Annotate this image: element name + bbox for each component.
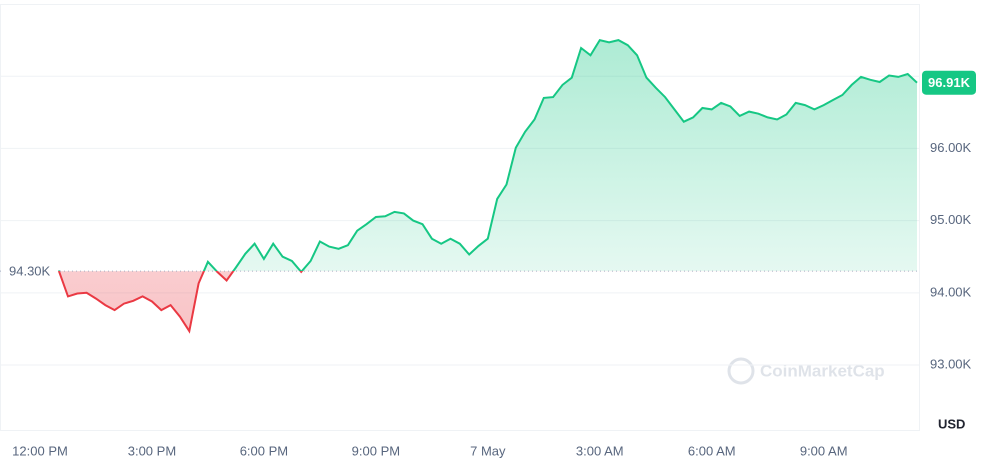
x-tick-label: 9:00 PM xyxy=(352,443,400,458)
y-tick-label: 96.00K xyxy=(930,140,972,155)
y-tick-label: 94.00K xyxy=(930,284,972,299)
x-tick-label: 9:00 AM xyxy=(800,443,848,458)
watermark: CoinMarketCap xyxy=(727,357,885,385)
y-tick-label: 95.00K xyxy=(930,212,972,227)
baseline-label: 94.30K xyxy=(9,264,51,279)
unit-label: USD xyxy=(938,416,965,431)
plot-frame xyxy=(0,4,920,431)
baseline-label-bg xyxy=(4,261,58,282)
x-tick-label: 6:00 PM xyxy=(240,443,288,458)
watermark-text: CoinMarketCap xyxy=(760,361,885,380)
last-value-bg xyxy=(922,70,976,95)
x-tick-label: 3:00 AM xyxy=(576,443,624,458)
last-value-label: 96.91K xyxy=(928,75,971,90)
x-tick-label: 6:00 AM xyxy=(688,443,736,458)
area-down xyxy=(58,271,917,332)
area-up xyxy=(58,40,917,272)
line-up xyxy=(57,38,918,272)
x-tick-label: 7 May xyxy=(470,443,506,458)
x-tick-label: 3:00 PM xyxy=(128,443,176,458)
x-tick-label: 12:00 PM xyxy=(12,443,68,458)
line-down xyxy=(57,271,304,334)
y-tick-label: 93.00K xyxy=(930,356,972,371)
